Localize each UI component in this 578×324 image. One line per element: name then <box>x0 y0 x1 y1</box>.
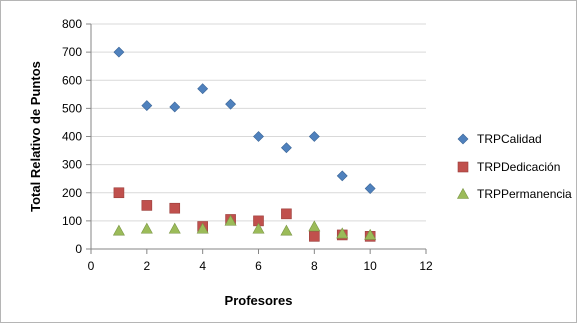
y-tick-label-8: 800 <box>62 17 82 31</box>
legend-label-0: TRPCalidad <box>477 132 542 146</box>
legend-item-1: TRPDedicación <box>457 160 560 174</box>
y-tick-label-4: 400 <box>62 130 82 144</box>
legend-marker-2 <box>456 187 470 199</box>
y-tick-label-0: 0 <box>75 242 82 256</box>
point-2-4 <box>224 214 237 226</box>
point-0-6 <box>280 142 292 154</box>
axes <box>86 23 427 254</box>
y-tick-label-6: 600 <box>62 73 82 87</box>
x-tick-label-1: 2 <box>143 259 150 273</box>
x-tick-label-3: 6 <box>255 259 262 273</box>
series-TRPDedicación <box>113 187 376 242</box>
legend-marker-0 <box>457 133 469 145</box>
x-tick-label-6: 12 <box>419 259 433 273</box>
point-0-9 <box>364 183 376 194</box>
point-0-5 <box>253 131 264 142</box>
legend-item-0: TRPCalidad <box>457 132 542 146</box>
gridlines <box>91 23 426 222</box>
y-tick-label-2: 200 <box>62 186 82 200</box>
legend: TRPCalidad TRPDedicación TRPPermanencia <box>456 132 572 201</box>
y-tick-label-3: 300 <box>62 158 82 172</box>
point-2-8 <box>336 227 349 239</box>
point-2-1 <box>140 222 153 234</box>
point-1-2 <box>169 202 181 214</box>
x-tick-label-5: 10 <box>363 259 377 273</box>
point-2-7 <box>308 220 321 232</box>
point-0-3 <box>197 83 209 95</box>
point-0-0 <box>113 46 125 58</box>
point-1-6 <box>281 208 292 220</box>
point-2-0 <box>112 224 125 236</box>
point-2-3 <box>196 222 209 234</box>
point-0-8 <box>336 170 348 182</box>
legend-item-2: TRPPermanencia <box>456 187 572 201</box>
point-2-2 <box>168 222 181 234</box>
y-tick-label-7: 700 <box>62 45 82 59</box>
y-tick-label-1: 100 <box>62 214 82 228</box>
legend-label-2: TRPPermanencia <box>477 187 572 201</box>
series-TRPCalidad <box>113 46 376 194</box>
point-1-0 <box>113 187 125 199</box>
y-tick-label-5: 500 <box>62 101 82 115</box>
y-axis-title: Total Relativo de Puntos <box>28 61 43 212</box>
point-2-5 <box>252 222 265 234</box>
point-0-2 <box>169 101 181 113</box>
data-points <box>112 46 377 242</box>
point-2-6 <box>280 224 293 236</box>
y-tick-labels: 0 100 200 300 400 500 600 700 800 <box>62 17 82 256</box>
x-tick-labels: 0 2 4 6 8 10 12 <box>88 259 433 273</box>
point-2-9 <box>364 228 377 240</box>
legend-label-1: TRPDedicación <box>477 160 560 174</box>
x-tick-label-0: 0 <box>88 259 95 273</box>
point-1-7 <box>309 231 320 242</box>
point-0-1 <box>141 100 153 111</box>
point-0-4 <box>225 98 237 110</box>
point-1-1 <box>141 200 153 211</box>
series-TRPPermanencia <box>112 214 377 240</box>
x-axis-title: Profesores <box>225 293 293 308</box>
point-0-7 <box>308 131 320 142</box>
x-tick-label-2: 4 <box>199 259 206 273</box>
legend-marker-1 <box>457 161 469 173</box>
x-tick-label-4: 8 <box>311 259 318 273</box>
